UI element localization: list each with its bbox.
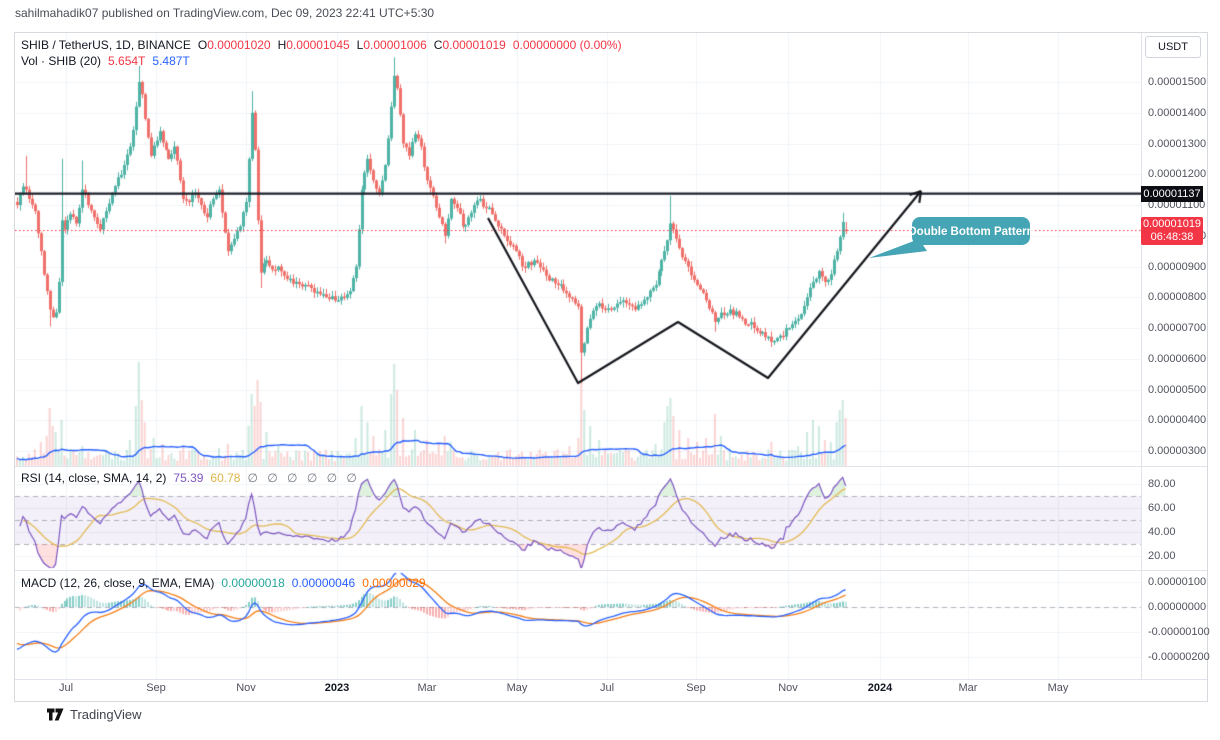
time-label: 2024 [867, 682, 893, 694]
time-label: Nov [778, 682, 798, 694]
macd-hist-value: 0.00000018 [221, 576, 285, 590]
time-label: Jul [599, 682, 615, 694]
time-label: Jul [58, 682, 74, 694]
time-axis-separator [15, 679, 1207, 680]
high-value: 0.00001045 [286, 38, 350, 52]
currency-button[interactable]: USDT [1145, 36, 1201, 58]
rsi-sma-value: 60.78 [210, 471, 241, 485]
time-label: May [1047, 682, 1069, 694]
close-label: C [433, 38, 443, 52]
time-label: Mar [417, 682, 437, 694]
tradingview-logo-icon [47, 708, 64, 721]
time-label: 2023 [324, 682, 350, 694]
rsi-value: 75.39 [173, 471, 204, 485]
rsi-empty-values: ∅ ∅ ∅ ∅ ∅ ∅ [247, 471, 360, 485]
macd-title[interactable]: MACD (12, 26, close, 9, EMA, EMA) [21, 576, 215, 590]
macd-signal-value: 0.00000029 [362, 576, 426, 590]
change-value: 0.00000000 (0.00%) [512, 38, 622, 52]
time-label: Sep [686, 682, 706, 694]
low-value: 0.00001006 [363, 38, 427, 52]
resistance-price-badge: 0.00001137 [1141, 185, 1203, 202]
chart-canvas[interactable] [15, 33, 1141, 679]
bar-countdown: 06:48:38 [1150, 230, 1194, 243]
symbol-legend[interactable]: SHIB / TetherUS, 1D, BINANCE O0.00001020… [21, 38, 622, 52]
high-label: H [277, 38, 287, 52]
last-price-badge: 0.00001019 06:48:38 [1141, 216, 1203, 245]
open-value: 0.00001020 [207, 38, 271, 52]
volume-ma-value: 5.487T [152, 54, 190, 68]
time-axis[interactable]: Jul Sep Nov 2023 Mar May Jul Sep Nov 2024 Mar May [15, 679, 1207, 700]
time-label: Nov [236, 682, 256, 694]
published-line: sahilmahadik07 published on TradingView.… [15, 6, 435, 20]
time-label: Sep [146, 682, 166, 694]
rsi-pane-separator[interactable] [15, 466, 1207, 467]
footer-logo[interactable]: TradingView [47, 707, 142, 722]
rsi-title[interactable]: RSI (14, close, SMA, 14, 2) [21, 471, 167, 485]
last-price-value: 0.00001019 [1142, 217, 1202, 230]
price-axis-separator [1141, 33, 1142, 679]
macd-pane-separator[interactable] [15, 570, 1207, 571]
time-label: Mar [958, 682, 978, 694]
time-label: May [506, 682, 528, 694]
tradingview-logo-text: TradingView [70, 707, 142, 722]
macd-legend[interactable]: MACD (12, 26, close, 9, EMA, EMA) 0.0000… [21, 576, 426, 590]
chart-frame: SHIB / TetherUS, 1D, BINANCE O0.00001020… [14, 32, 1210, 702]
volume-value: 5.654T [108, 54, 146, 68]
volume-legend[interactable]: Vol · SHIB (20) 5.654T 5.487T [21, 54, 190, 68]
price-axis[interactable]: USDT 0.00001500 0.00001400 0.00001300 0.000… [1141, 33, 1210, 679]
macd-line-value: 0.00000046 [291, 576, 356, 590]
close-value: 0.00001019 [442, 38, 506, 52]
rsi-legend[interactable]: RSI (14, close, SMA, 14, 2) 75.39 60.78 … [21, 471, 360, 485]
open-label: O [197, 38, 208, 52]
symbol-title[interactable]: SHIB / TetherUS, 1D, BINANCE [21, 38, 191, 52]
volume-title[interactable]: Vol · SHIB (20) [21, 54, 102, 68]
low-label: L [356, 38, 364, 52]
